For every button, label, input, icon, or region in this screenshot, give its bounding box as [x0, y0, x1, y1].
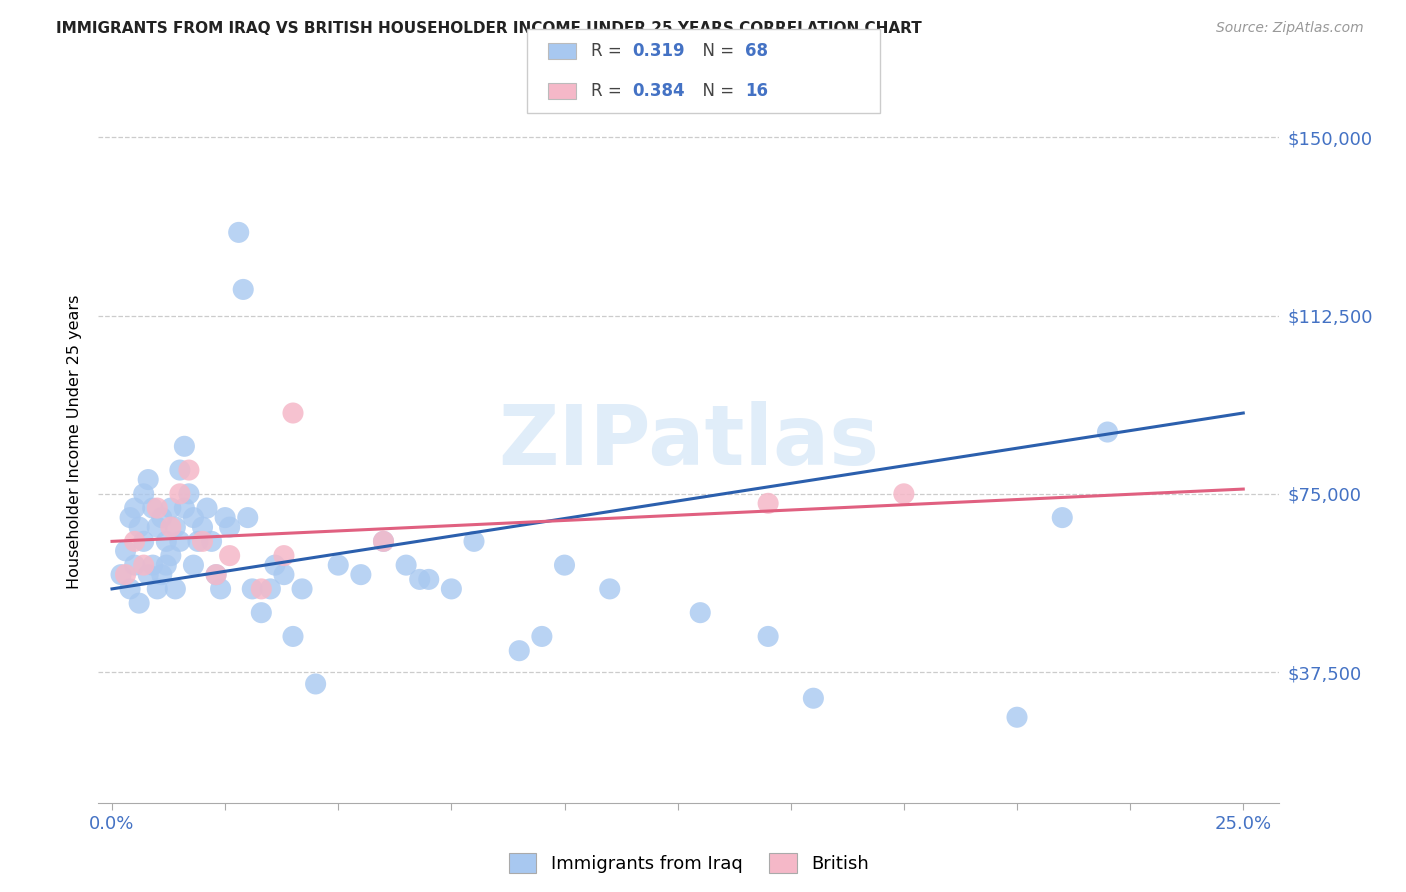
Point [155, 558, 177, 573]
Point [259, 582, 281, 596]
Point [146, 501, 169, 516]
Point [191, 534, 214, 549]
Point [136, 567, 159, 582]
Point [373, 534, 395, 549]
Point [291, 582, 314, 596]
Point [136, 473, 159, 487]
Point [218, 549, 240, 563]
Point [240, 582, 263, 596]
Point [183, 510, 205, 524]
Text: N =: N = [692, 82, 740, 100]
Text: R =: R = [591, 82, 627, 100]
Point [177, 463, 200, 477]
Point [264, 558, 287, 573]
Point [1005, 710, 1028, 724]
Point [159, 520, 181, 534]
Point [218, 520, 240, 534]
Point [236, 510, 259, 524]
Point [893, 487, 915, 501]
Point [120, 582, 142, 596]
Point [146, 520, 169, 534]
Text: 0.319: 0.319 [633, 42, 685, 60]
Point [150, 510, 173, 524]
Point [128, 596, 150, 610]
Point [165, 582, 187, 596]
Point [373, 534, 395, 549]
Point [273, 549, 295, 563]
Point [165, 520, 187, 534]
Point [114, 567, 136, 582]
Point [250, 606, 273, 620]
Point [155, 534, 177, 549]
Point [214, 510, 236, 524]
Point [530, 629, 553, 643]
Point [124, 558, 146, 573]
Point [110, 567, 132, 582]
Point [350, 567, 373, 582]
Point [142, 558, 165, 573]
Point [124, 501, 146, 516]
Text: N =: N = [692, 42, 740, 60]
Point [418, 573, 440, 587]
Point [120, 510, 142, 524]
Point [177, 487, 200, 501]
Point [756, 629, 779, 643]
Point [508, 643, 530, 657]
Point [228, 226, 250, 240]
Point [803, 691, 825, 706]
Point [114, 544, 136, 558]
Point [250, 582, 273, 596]
Point [132, 558, 155, 573]
Point [281, 629, 304, 643]
Legend: Immigrants from Iraq, British: Immigrants from Iraq, British [502, 847, 876, 880]
Point [169, 487, 191, 501]
Point [187, 534, 209, 549]
Point [440, 582, 463, 596]
Point [128, 520, 150, 534]
Point [281, 406, 304, 420]
Point [232, 282, 254, 296]
Point [328, 558, 350, 573]
Point [132, 534, 155, 549]
Point [756, 496, 779, 510]
Point [1052, 510, 1074, 524]
Y-axis label: Householder Income Under 25 years: Householder Income Under 25 years [67, 294, 83, 589]
Text: R =: R = [591, 42, 627, 60]
Text: 16: 16 [745, 82, 768, 100]
Point [173, 439, 195, 453]
Point [169, 463, 191, 477]
Point [395, 558, 418, 573]
Point [142, 501, 165, 516]
Point [183, 558, 205, 573]
Point [169, 534, 191, 549]
Text: Source: ZipAtlas.com: Source: ZipAtlas.com [1216, 21, 1364, 36]
Point [209, 582, 232, 596]
Point [173, 501, 195, 516]
Point [599, 582, 621, 596]
Text: ZIPatlas: ZIPatlas [499, 401, 879, 482]
Point [195, 501, 218, 516]
Point [205, 567, 228, 582]
Text: 0.384: 0.384 [633, 82, 685, 100]
Point [200, 534, 222, 549]
Text: IMMIGRANTS FROM IRAQ VS BRITISH HOUSEHOLDER INCOME UNDER 25 YEARS CORRELATION CH: IMMIGRANTS FROM IRAQ VS BRITISH HOUSEHOL… [56, 21, 922, 37]
Point [159, 501, 181, 516]
Point [409, 573, 432, 587]
Point [191, 520, 214, 534]
Point [553, 558, 575, 573]
Text: 68: 68 [745, 42, 768, 60]
Point [689, 606, 711, 620]
Point [205, 567, 228, 582]
Point [463, 534, 485, 549]
Point [132, 487, 155, 501]
Point [159, 549, 181, 563]
Point [304, 677, 326, 691]
Point [124, 534, 146, 549]
Point [1097, 425, 1119, 439]
Point [150, 567, 173, 582]
Point [273, 567, 295, 582]
Point [146, 582, 169, 596]
